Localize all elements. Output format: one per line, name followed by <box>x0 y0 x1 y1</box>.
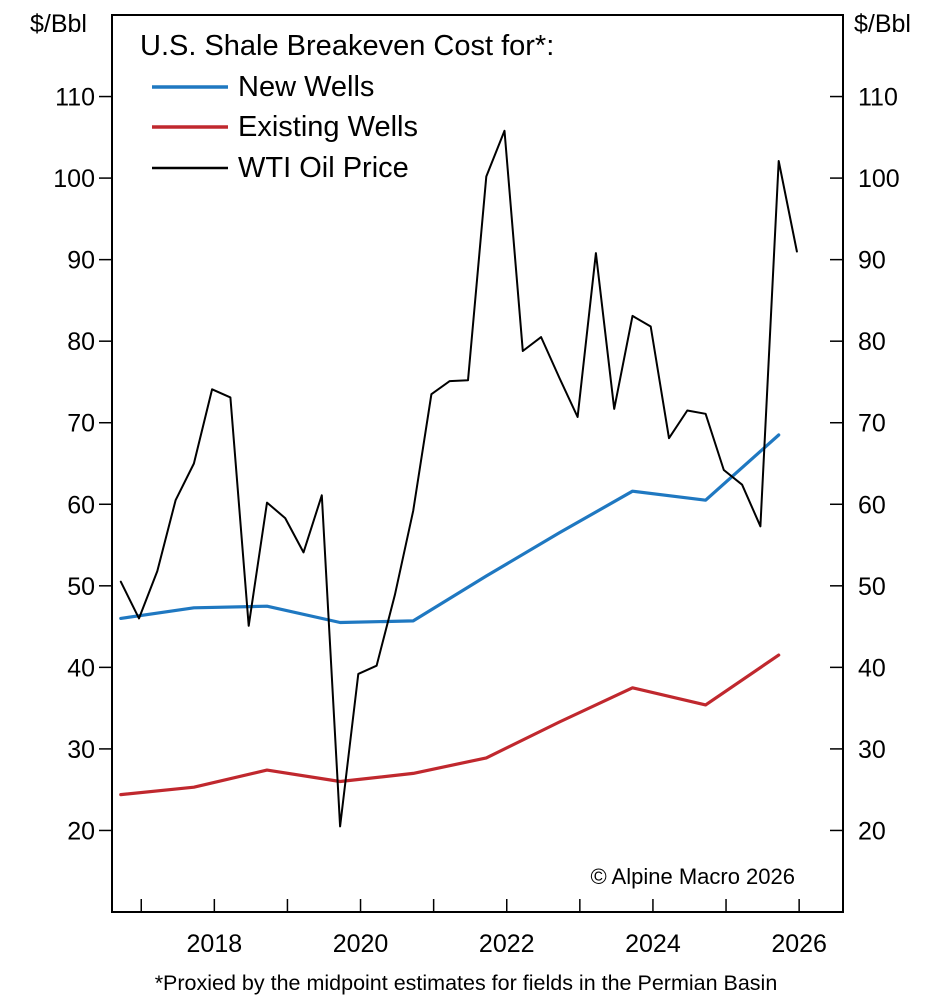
y-tick-label-left-100: 100 <box>53 165 95 193</box>
series-line-existing-wells <box>119 653 781 797</box>
x-tick-label-2018: 2018 <box>187 930 243 958</box>
legend-label-wti: WTI Oil Price <box>238 152 409 184</box>
y-tick-label-left-50: 50 <box>67 573 95 601</box>
plot-frame <box>111 14 844 913</box>
y-tick-label-right-50: 50 <box>858 573 886 601</box>
series-line-wti-oil-price <box>119 129 798 828</box>
x-tick-label-2022: 2022 <box>479 930 535 958</box>
copyright-annotation: © Alpine Macro 2026 <box>590 864 795 889</box>
y-tick-label-right-100: 100 <box>858 165 900 193</box>
y-tick-label-left-60: 60 <box>67 491 95 519</box>
y-tick-label-left-80: 80 <box>67 328 95 356</box>
chart-title: U.S. Shale Breakeven Cost for*: <box>140 30 554 62</box>
y-tick-label-left-110: 110 <box>55 84 95 112</box>
y-tick-label-right-20: 20 <box>858 817 886 845</box>
x-axis: 2018 2020 2022 2024 2026 <box>140 899 827 958</box>
series-layer <box>119 129 798 828</box>
right-axis-unit: $/Bbl <box>854 10 911 38</box>
y-tick-label-left-30: 30 <box>67 736 95 764</box>
right-y-axis: 20 30 40 50 60 70 80 90 100 110 <box>830 84 900 845</box>
x-tick-label-2026: 2026 <box>771 930 827 958</box>
y-tick-label-left-90: 90 <box>67 247 95 275</box>
footnote: *Proxied by the midpoint estimates for f… <box>155 971 778 995</box>
y-tick-label-right-30: 30 <box>858 736 886 764</box>
x-tick-label-2020: 2020 <box>333 930 389 958</box>
left-y-axis: 20 30 40 50 60 70 80 90 100 110 <box>53 84 112 845</box>
y-tick-label-left-70: 70 <box>67 410 95 438</box>
y-tick-label-right-90: 90 <box>858 247 886 275</box>
y-tick-label-left-40: 40 <box>67 654 95 682</box>
y-tick-label-right-110: 110 <box>858 84 898 112</box>
left-axis-unit: $/Bbl <box>30 10 87 38</box>
y-tick-label-right-70: 70 <box>858 410 886 438</box>
y-tick-label-right-60: 60 <box>858 491 886 519</box>
y-tick-label-right-40: 40 <box>858 654 886 682</box>
legend: U.S. Shale Breakeven Cost for*: New Well… <box>140 30 554 184</box>
series-line-new-wells <box>119 433 781 625</box>
x-tick-label-2024: 2024 <box>625 930 681 958</box>
y-tick-label-right-80: 80 <box>858 328 886 356</box>
legend-label-new-wells: New Wells <box>238 71 374 103</box>
y-tick-label-left-20: 20 <box>67 817 95 845</box>
legend-label-existing-wells: Existing Wells <box>238 111 418 143</box>
